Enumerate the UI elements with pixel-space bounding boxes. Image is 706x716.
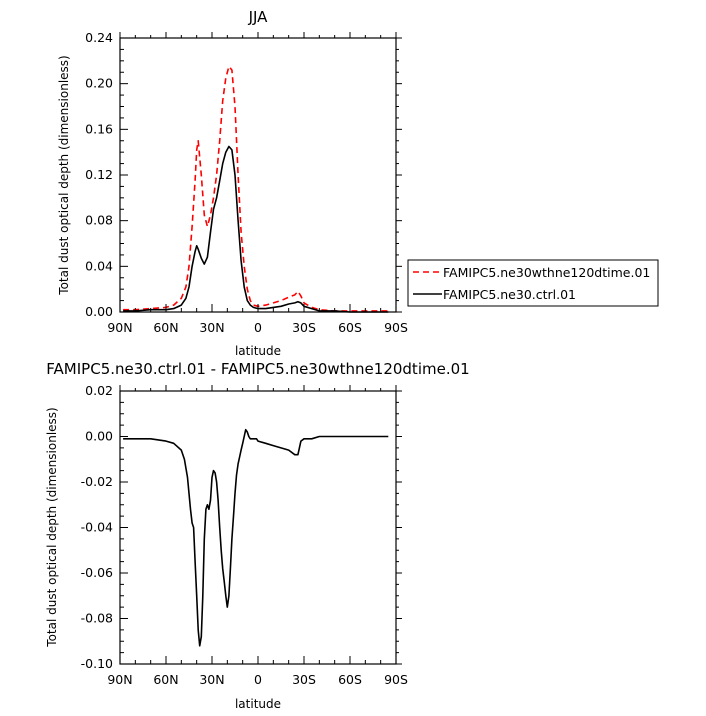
bottom-y-tick-label: -0.10 <box>81 656 113 671</box>
top-y-tick-label: 0.00 <box>85 304 113 319</box>
legend-label-series-2: FAMIPC5.ne30.ctrl.01 <box>443 287 576 302</box>
bottom-x-tick-label: 0 <box>254 672 262 687</box>
bottom-x-tick-label: 30S <box>292 672 316 687</box>
top-x-tick-label: 60S <box>338 320 362 335</box>
top-panel: JJA 90N 60N 30N 0 30S 60S 90S 0.00 0.04 0.08 0.12 0… <box>57 8 408 358</box>
top-y-tick-label: 0.24 <box>85 30 113 45</box>
bottom-x-tick-label: 30N <box>199 672 224 687</box>
top-y-axis-label: Total dust optical depth (dimensionless) <box>57 55 71 295</box>
bottom-y-axis-label: Total dust optical depth (dimensionless) <box>45 407 59 647</box>
bottom-tick-group: 90N 60N 30N 0 30S 60S 90S -0.10 -0.08 -0.06 -0.04 -… <box>81 383 408 687</box>
top-y-tick-label: 0.16 <box>85 121 113 136</box>
top-plot-frame <box>119 37 397 313</box>
bottom-series-group <box>123 428 389 647</box>
bottom-series-line-1 <box>123 428 389 647</box>
bottom-x-tick-label: 60S <box>338 672 362 687</box>
bottom-y-tick-label: -0.04 <box>81 520 113 535</box>
bottom-x-tick-label: 90S <box>384 672 408 687</box>
top-y-tick-label: 0.08 <box>85 213 113 228</box>
bottom-y-tick-label: -0.08 <box>81 611 113 626</box>
bottom-y-tick-label: -0.06 <box>81 565 113 580</box>
bottom-x-tick-label: 60N <box>153 672 178 687</box>
top-x-axis-label: latitude <box>235 344 281 358</box>
legend: FAMIPC5.ne30wthne120dtime.01 FAMIPC5.ne3… <box>407 259 659 307</box>
bottom-chart-title: FAMIPC5.ne30.ctrl.01 - FAMIPC5.ne30wthne… <box>46 360 469 378</box>
top-series-group <box>123 65 389 313</box>
top-y-tick-label: 0.04 <box>85 258 113 273</box>
bottom-plot-frame <box>119 390 397 665</box>
legend-box <box>407 259 659 307</box>
bottom-x-tick-label: 90N <box>107 672 132 687</box>
top-x-tick-label: 30N <box>199 320 224 335</box>
top-x-tick-label: 90N <box>107 320 132 335</box>
top-y-tick-label: 0.12 <box>85 167 113 182</box>
top-chart-title: JJA <box>248 8 269 26</box>
top-series-line-2 <box>123 145 389 313</box>
top-tick-group: 90N 60N 30N 0 30S 60S 90S 0.00 0.04 0.08 0.12 0.16 0… <box>85 30 408 335</box>
top-y-tick-label: 0.20 <box>85 76 113 91</box>
top-x-tick-label: 30S <box>292 320 316 335</box>
top-x-tick-label: 60N <box>153 320 178 335</box>
bottom-x-axis-label: latitude <box>235 697 281 711</box>
bottom-y-tick-label: 0.00 <box>85 429 113 444</box>
bottom-y-tick-label: 0.02 <box>85 383 113 398</box>
top-x-tick-label: 90S <box>384 320 408 335</box>
bottom-y-tick-label: -0.02 <box>81 474 113 489</box>
bottom-panel: FAMIPC5.ne30.ctrl.01 - FAMIPC5.ne30wthne… <box>45 360 470 711</box>
legend-label-series-1: FAMIPC5.ne30wthne120dtime.01 <box>443 265 650 280</box>
top-x-tick-label: 0 <box>254 320 262 335</box>
top-series-line-1 <box>123 65 389 312</box>
